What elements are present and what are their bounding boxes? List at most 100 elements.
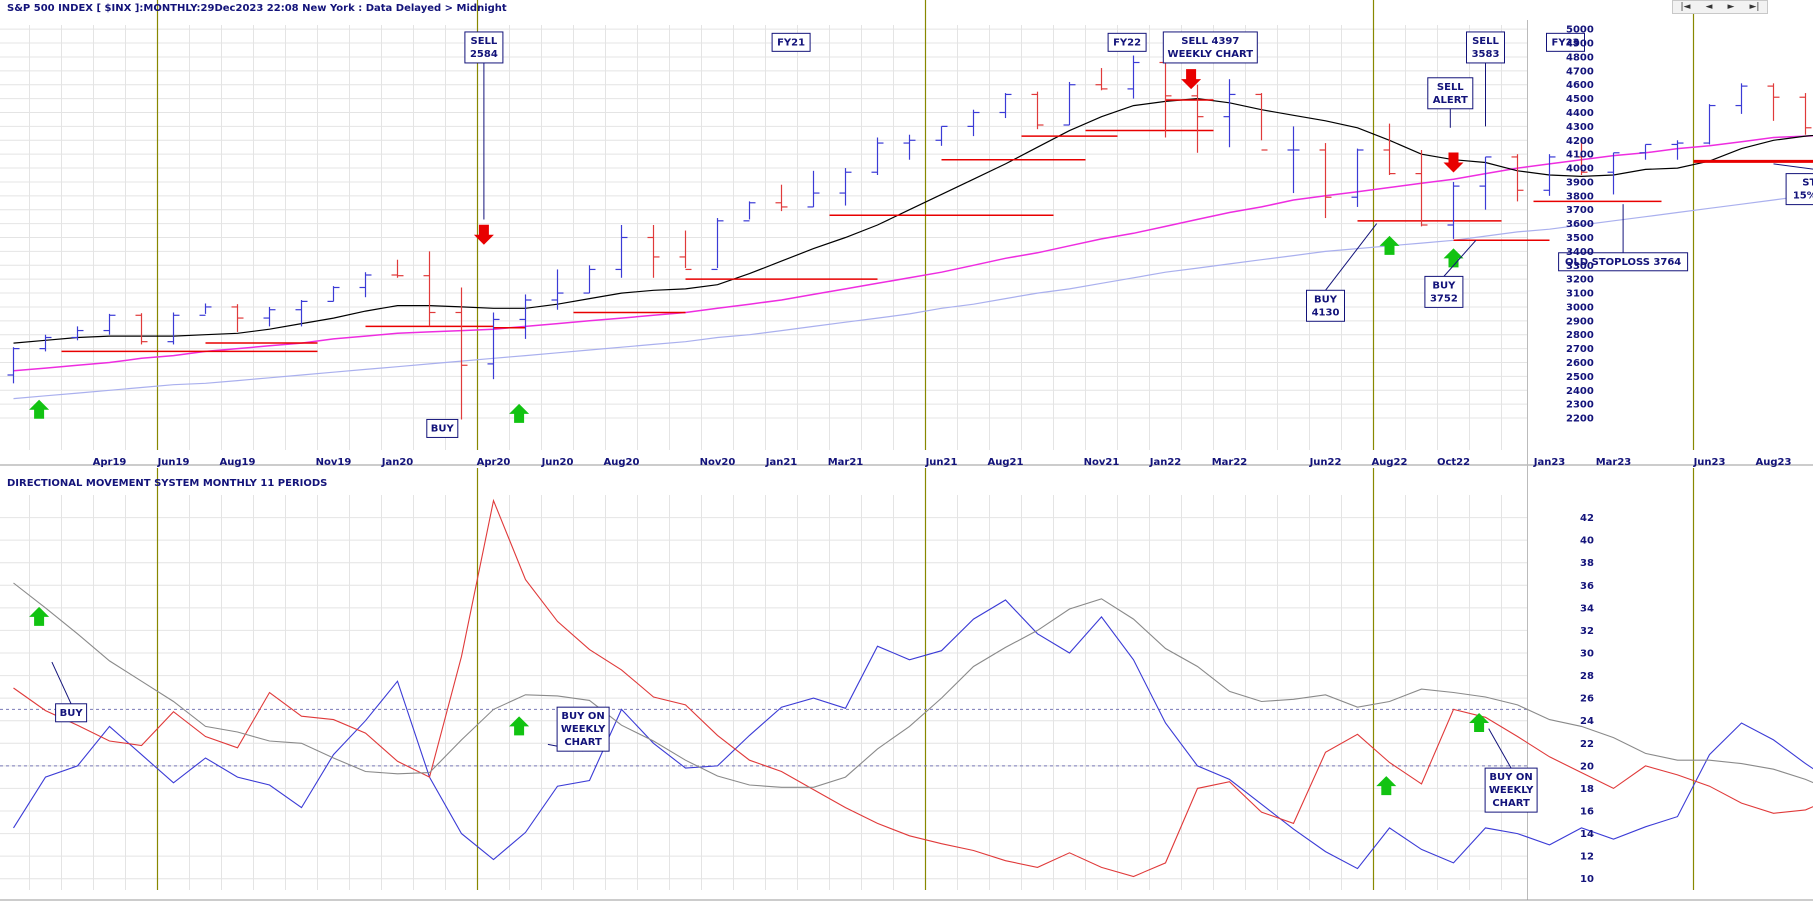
x-tick-label: Aug23 [1756,457,1792,468]
buy-arrow-up-icon [509,716,530,736]
annotation-box [1424,275,1464,308]
ma-slow-line [13,194,1813,400]
annotation-label: SELL 2584 [464,31,504,220]
ohlc-bar [1703,104,1716,145]
buy-arrow-up-icon [1469,712,1490,732]
dmi-mdi-line [13,498,1813,878]
price-y-tick-label: 4300 [1566,122,1594,133]
annotation-label: BUY ON WEEKLY CHART [1484,728,1538,813]
annotation-label: SELL ALERT [1427,77,1474,128]
nav-last-button[interactable]: ►| [1749,2,1760,12]
ohlc-bar [7,347,20,384]
ohlc-bar [1447,181,1460,239]
x-tick-label: Jan21 [765,457,798,468]
buy-arrow-up-icon [509,403,530,423]
ohlc-bar [359,272,372,298]
nav-prev-button[interactable]: ◄ [1705,2,1713,12]
annotation-pointer-line [1325,223,1378,291]
x-tick-label: Aug19 [220,457,256,468]
dmi-panel: BUY BUY ON WEEKLY CHART BUY ON WEEKLY CHART 10… [0,468,1813,901]
ohlc-bar [1063,81,1076,126]
price-y-tick-label: 4900 [1566,39,1594,50]
ohlc-bar [967,109,980,137]
ohlc-bar [1127,55,1140,99]
annotation-label: FY22 [1107,32,1147,52]
ohlc-bar [1351,148,1364,207]
ohlc-bar [807,170,820,208]
price-y-tick-label: 2700 [1566,344,1594,355]
dmi-y-tick-label: 38 [1580,558,1594,569]
annotation-label: BUY 4130 [1306,223,1378,322]
ohlc-bar [199,303,212,316]
ohlc-bar [1543,154,1556,196]
dmi-pdi-line [13,599,1813,870]
annotation-text: 2584 [470,49,498,60]
ohlc-bar [1479,156,1492,210]
ohlc-bar [519,294,532,339]
annotation-box [1466,31,1505,64]
x-tick-label: Nov19 [316,457,352,468]
ohlc-bar [1671,140,1684,160]
price-y-tick-label: 3600 [1566,219,1594,230]
sell-arrow-down-icon [1443,152,1464,173]
ohlc-bar [1383,123,1396,175]
annotation-text: WEEKLY [561,724,606,735]
x-tick-label: Aug22 [1372,457,1408,468]
dmi-y-tick-label: 24 [1580,716,1594,727]
sell-arrow-down-icon [473,224,494,245]
ohlc-bar [903,134,916,160]
price-y-tick-label: 4400 [1566,108,1594,119]
annotation-text: WEEKLY [1489,785,1534,796]
annotation-pointer-line [1488,728,1512,769]
x-tick-label: Jun21 [925,457,958,468]
dmi-y-tick-label: 28 [1580,671,1594,682]
buy-arrow-up-icon [29,399,50,419]
annotation-label: BUY 3752 [1424,239,1477,308]
ohlc-bar [711,218,724,271]
annotation-text: BUY ON [1489,772,1532,783]
dmi-y-tick-label: 20 [1580,761,1594,772]
annotation-box [464,31,504,64]
price-y-tick-label: 2500 [1566,372,1594,383]
dmi-y-tick-label: 36 [1580,581,1594,592]
ohlc-bar [647,225,660,278]
x-tick-label: Jan23 [1533,457,1566,468]
ohlc-bar [1511,154,1524,202]
ohlc-bar [1639,143,1652,160]
annotation-text: BUY [1432,280,1456,291]
nav-first-button[interactable]: |◄ [1680,2,1691,12]
ohlc-bar [615,225,628,278]
dmi-y-tick-label: 32 [1580,626,1594,637]
price-y-tick-label: 3700 [1566,205,1594,216]
ohlc-bar [1575,140,1588,175]
price-y-tick-label: 4100 [1566,150,1594,161]
buy-arrow-up-icon [1443,248,1464,268]
x-tick-label: Aug20 [604,457,640,468]
x-tick-label: Mar22 [1212,457,1248,468]
price-y-tick-label: 4600 [1566,80,1594,91]
price-y-tick-label: 3000 [1566,302,1594,313]
ohlc-bar [1767,83,1780,121]
price-y-tick-label: 2900 [1566,316,1594,327]
annotation-text: WEEKLY CHART [1168,49,1254,60]
ohlc-bar [423,251,436,327]
sell-arrow-down-icon [1181,69,1202,90]
dmi-y-tick-label: 14 [1580,829,1594,840]
nav-next-button[interactable]: ► [1727,2,1735,12]
ohlc-bar [1223,79,1236,148]
annotation-box [1306,289,1345,322]
annotation-box [1162,31,1258,64]
annotation-label: BUY ON WEEKLY CHART [547,706,610,752]
ohlc-bar [1799,93,1812,135]
ohlc-bar [263,306,276,327]
x-tick-label: Jan22 [1149,457,1182,468]
dmi-y-tick-label: 34 [1580,603,1594,614]
dmi-y-tick-label: 12 [1580,852,1594,863]
x-tick-label: Nov21 [1084,457,1120,468]
ohlc-bar [1607,152,1620,195]
annotation-text: STOPLOSS 4048 [1802,178,1813,189]
ohlc-bar [39,334,52,352]
ohlc-bar [551,269,564,310]
annotation-pointer-line [51,661,72,704]
annotation-box [1558,252,1689,272]
